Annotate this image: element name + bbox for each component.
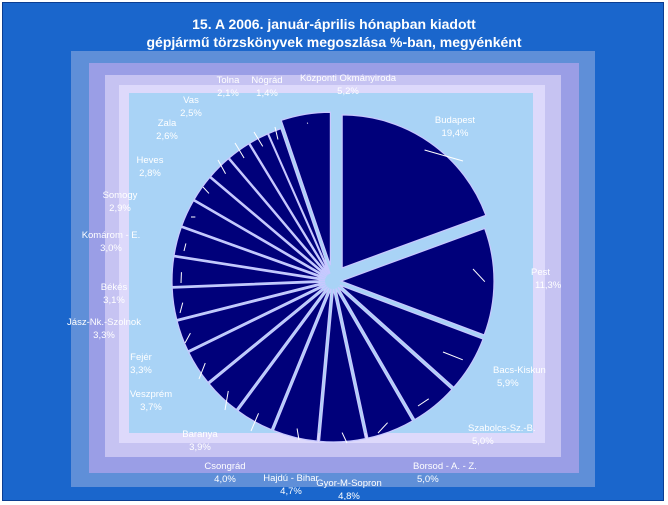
slice-label-name: Csongrád (204, 461, 245, 472)
leader-line (377, 422, 388, 434)
leader-line (234, 142, 245, 159)
chart-title-line-1: 15. A 2006. január-április hónapban kiad… (192, 16, 476, 32)
slice-label-name: Központi Okmányiroda (300, 73, 397, 84)
slice-label-name: Tolna (217, 75, 240, 86)
pie-slice-11 (176, 283, 326, 352)
slice-label-name: Fejér (130, 352, 152, 363)
slice-label-name: Vas (183, 95, 199, 106)
slice-label-name: Baranya (182, 429, 218, 440)
slice-label-name: Jász-Nk.-Szolnok (67, 317, 141, 328)
slice-label-percent: 4,0% (214, 474, 236, 485)
slice-label-name: Nógrád (251, 75, 282, 86)
pie-slice-8 (237, 287, 330, 431)
slice-label-percent: 4,7% (280, 486, 302, 497)
leader-line (274, 126, 279, 140)
slice-label-name: Veszprém (130, 389, 172, 400)
slice-label-percent: 2,9% (109, 203, 131, 214)
leader-line (224, 390, 229, 411)
leader-line (179, 302, 184, 314)
pie-slice-9 (208, 286, 328, 411)
leader-line (341, 432, 348, 444)
pie-slice-16 (193, 176, 327, 277)
leader-line (424, 149, 464, 162)
leader-line (472, 268, 486, 283)
leader-line (202, 186, 210, 194)
slice-label-name: Zala (158, 118, 177, 129)
slice-label-percent: 3,1% (103, 295, 125, 306)
leader-line (184, 332, 191, 344)
leader-line (253, 131, 264, 147)
slice-label-name: Szabolcs-Sz.-B. (468, 423, 536, 434)
pie-slice-12 (171, 281, 326, 321)
slice-label-percent: 3,0% (100, 243, 122, 254)
leader-line (417, 398, 430, 407)
chart-title-line-2: gépjármű törzskönyvek megoszlása %-ban, … (146, 34, 522, 50)
pie-slice-3 (339, 284, 484, 389)
slice-label-percent: 2,5% (180, 108, 202, 119)
pie-slice-19 (248, 133, 330, 275)
slice-label-name: Bacs-Kiskun (493, 365, 546, 376)
slice-label-percent: 1,4% (256, 88, 278, 99)
leader-line (296, 428, 300, 441)
pie-chart: Budapest 19,4% Pest 11,3% Bacs-Kiskun 5,9% Sza… (67, 73, 562, 501)
slice-label-name: Somogy (103, 190, 138, 201)
pie-slice-6 (318, 288, 367, 443)
slice-label-percent: 2,6% (156, 131, 178, 142)
pie-slice-13 (171, 256, 326, 288)
slice-label-name: Hajdú - Bihar (263, 473, 318, 484)
pie-slice-7 (272, 288, 332, 442)
slice-label-name: Budapest (435, 115, 476, 126)
slice-label-name: Komárom - E. (82, 230, 141, 241)
slice-label-percent: 3,9% (189, 442, 211, 453)
slice-label-percent: 2,8% (139, 168, 161, 179)
pie-slice-18 (228, 143, 329, 275)
leader-line (217, 159, 227, 174)
slice-label-percent: 3,3% (93, 330, 115, 341)
slice-label-percent: 3,7% (140, 402, 162, 413)
slice-label-percent: 2,1% (217, 88, 239, 99)
chart-title: 15. A 2006. január-április hónapban kiad… (3, 15, 663, 51)
pie-slice-5 (335, 288, 414, 439)
chart-frame: 15. A 2006. január-április hónapban kiad… (2, 2, 664, 501)
leader-line (442, 351, 463, 361)
slice-label-percent: 5,9% (497, 378, 519, 389)
pie-slice-1 (341, 114, 487, 269)
slice-label-percent: 5,0% (472, 436, 494, 447)
slice-label-name: Gyor-M-Sopron (316, 478, 381, 489)
pie-slice-15 (180, 199, 327, 279)
slice-label-name: Békés (101, 282, 128, 293)
pie-slice-4 (337, 286, 453, 421)
pie-slice-10 (187, 284, 327, 384)
pie-slice-21 (280, 111, 331, 266)
slice-label-percent: 19,4% (442, 128, 469, 139)
slice-label-percent: 4,8% (338, 491, 360, 501)
slice-label-name: Heves (137, 155, 164, 166)
leader-line (198, 362, 206, 380)
pie-slice-17 (209, 157, 328, 276)
slice-label-percent: 3,3% (130, 365, 152, 376)
slice-label-name: Borsod - A. - Z. (413, 461, 477, 472)
slice-label-percent: 5,0% (417, 474, 439, 485)
pie-slice-2 (339, 227, 495, 336)
leader-line (250, 413, 260, 432)
pie-slice-20 (267, 127, 331, 274)
slice-label-percent: 11,3% (535, 280, 562, 291)
pie-slice-14 (173, 226, 326, 280)
slice-label-percent: 5,2% (337, 86, 359, 97)
slice-label-name: Pest (531, 267, 550, 278)
leader-line (183, 243, 187, 252)
